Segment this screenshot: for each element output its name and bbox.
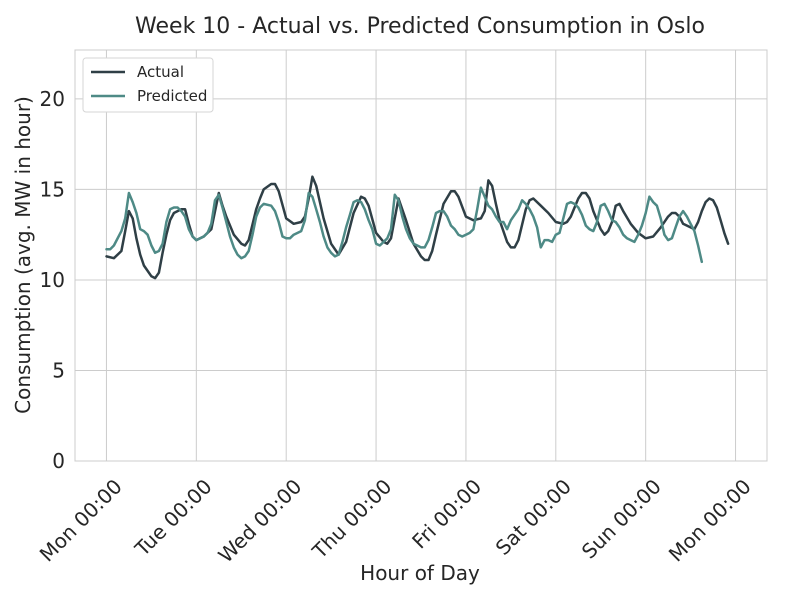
legend-label-actual: Actual bbox=[137, 63, 184, 81]
series-line-predicted bbox=[105, 186, 704, 264]
series-layer bbox=[105, 175, 730, 280]
x-axis-label: Hour of Day bbox=[360, 561, 480, 585]
y-axis-ticks: 0 5 10 15 20 bbox=[40, 87, 65, 473]
y-tick-label: 0 bbox=[52, 449, 65, 473]
legend-label-predicted: Predicted bbox=[137, 87, 207, 105]
y-tick-label: 15 bbox=[40, 177, 65, 201]
y-tick-label: 20 bbox=[40, 87, 65, 111]
chart-title: Week 10 - Actual vs. Predicted Consumpti… bbox=[135, 14, 705, 39]
y-axis-label: Consumption (avg. MW in hour) bbox=[11, 96, 35, 414]
legend: Actual Predicted bbox=[82, 57, 214, 113]
y-tick-label: 10 bbox=[40, 268, 65, 292]
y-tick-label: 5 bbox=[52, 358, 65, 382]
